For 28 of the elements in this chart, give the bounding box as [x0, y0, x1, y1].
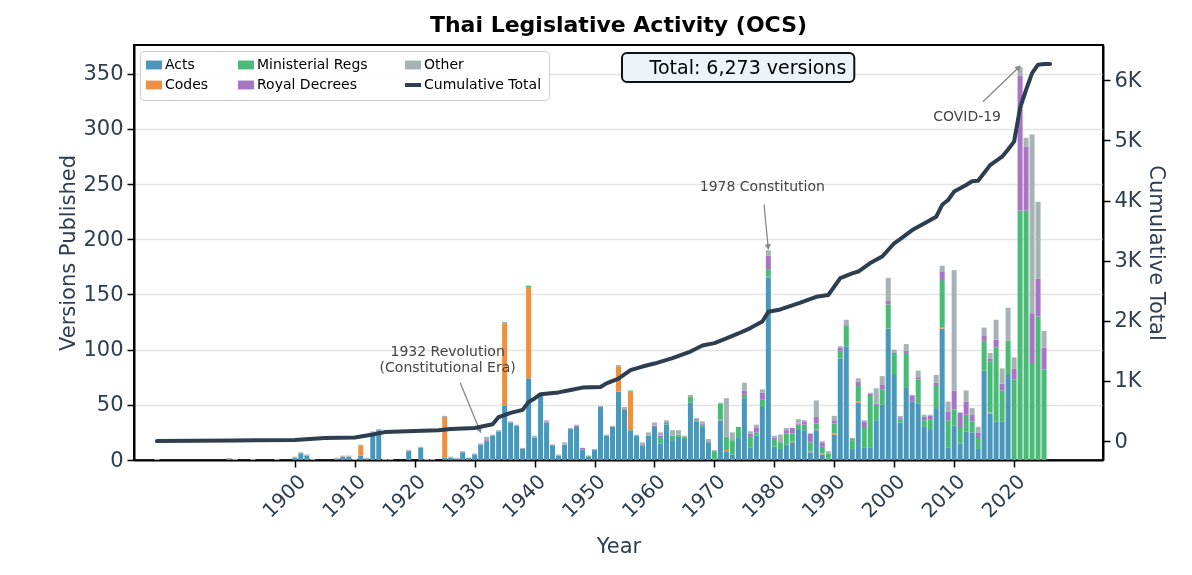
- y-axis-title: Versions Published: [56, 155, 81, 351]
- y2-tick-label: 2K: [1114, 308, 1143, 333]
- chart-title: Thai Legislative Activity (OCS): [429, 12, 808, 37]
- y-tick-label: 50: [96, 392, 124, 417]
- y2-tick-label: 3K: [1114, 248, 1143, 273]
- annotation: COVID-19: [933, 107, 1002, 124]
- y2-tick-label: 4K: [1114, 188, 1143, 213]
- legend-label: Codes: [165, 76, 209, 92]
- y-tick-label: 150: [83, 281, 124, 306]
- annotation: 1978 Constitution: [699, 178, 825, 195]
- y-tick-label: 0: [110, 447, 124, 472]
- legend-label: Royal Decrees: [257, 76, 357, 92]
- y-tick-label: 250: [83, 171, 124, 196]
- legend-label: Other: [424, 56, 464, 72]
- y-tick-label: 300: [83, 116, 124, 141]
- y-tick-label: 100: [83, 337, 124, 362]
- annotation: Total: 6,273 versions: [648, 56, 847, 78]
- y2-axis-title: Cumulative Total: [1144, 165, 1169, 341]
- y2-tick-label: 6K: [1114, 67, 1143, 92]
- legend-label: Cumulative Total: [424, 76, 542, 92]
- y-tick-label: 350: [83, 61, 124, 86]
- y2-tick-label: 5K: [1114, 127, 1143, 152]
- y-tick-label: 200: [83, 226, 124, 251]
- y2-tick-label: 0: [1114, 428, 1128, 453]
- legend-label: Ministerial Regs: [257, 56, 368, 72]
- y2-tick-label: 1K: [1114, 368, 1143, 393]
- legend-label: Acts: [165, 56, 195, 72]
- x-axis-title: Year: [595, 533, 642, 558]
